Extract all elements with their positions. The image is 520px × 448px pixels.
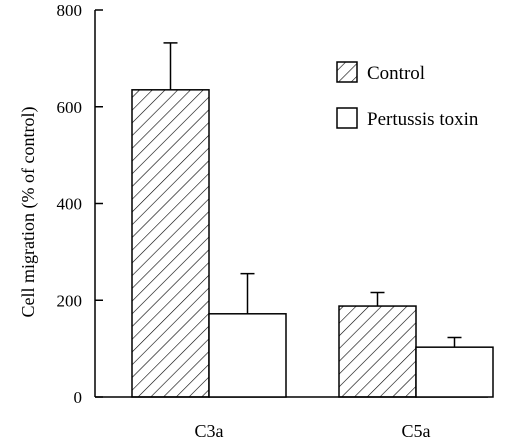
- legend-swatch-control: [336, 61, 358, 83]
- legend: Control Pertussis toxin: [336, 61, 479, 130]
- legend-label-control: Control: [367, 63, 425, 84]
- y-tick-label: 600: [57, 98, 83, 117]
- bar-pertussis-toxin-c3a: [208, 313, 287, 398]
- bar-control-c3a: [131, 89, 210, 398]
- y-tick-label: 800: [57, 1, 83, 20]
- plot-area: 0 200 400 600 800 C3a C5a: [57, 1, 494, 441]
- y-tick-label: 400: [57, 195, 83, 214]
- bar-pertussis-toxin-c5a: [415, 346, 494, 398]
- x-tick-label: C3a: [195, 421, 224, 441]
- legend-swatch-pertussis-toxin: [336, 107, 358, 129]
- x-tick-label: C5a: [402, 421, 431, 441]
- legend-label-pertussis-toxin: Pertussis toxin: [367, 109, 479, 130]
- y-tick-label: 200: [57, 291, 83, 310]
- y-axis-label: Cell migration (% of control): [18, 107, 39, 318]
- bar-control-c5a: [338, 305, 417, 398]
- y-tick-label: 0: [74, 388, 83, 407]
